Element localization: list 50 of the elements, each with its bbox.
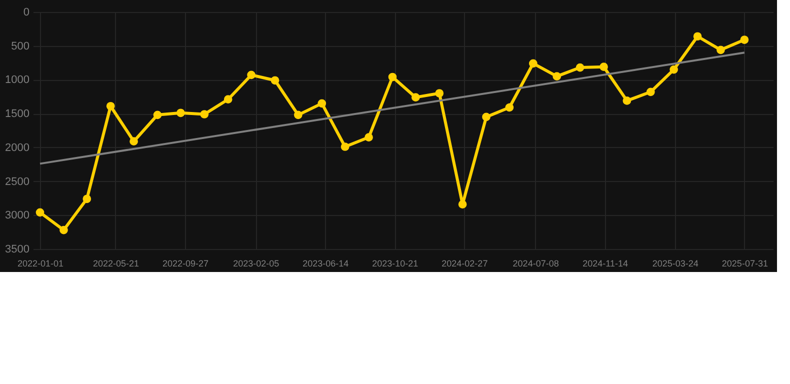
point	[106, 102, 115, 110]
x-tick-label: 2022-01-01	[17, 258, 64, 268]
point	[270, 76, 280, 85]
point	[622, 96, 632, 105]
point	[482, 112, 490, 122]
point	[60, 226, 68, 234]
point	[505, 103, 514, 112]
point	[600, 62, 608, 72]
x-tick-label: 2025-07-31	[722, 258, 768, 268]
x-tick-label: 2023-02-05	[233, 258, 280, 268]
point	[247, 70, 256, 80]
point	[294, 110, 302, 120]
x-tick-label: 2022-05-21	[92, 258, 139, 268]
point	[552, 72, 562, 81]
point	[176, 108, 185, 118]
x-tick-label: 2024-11-14	[582, 258, 628, 268]
point	[740, 36, 749, 44]
x-tick-label: 2023-06-14	[302, 258, 349, 268]
x-tick-label: 2025-03-24	[652, 258, 698, 268]
point	[388, 72, 397, 82]
y-tick-label: 0	[23, 6, 30, 18]
y-tick-label: 1000	[5, 74, 30, 86]
point	[646, 88, 655, 96]
point	[693, 32, 702, 41]
point	[411, 93, 420, 102]
point	[716, 46, 725, 54]
y-tick-label: 2500	[5, 176, 30, 188]
x-tick-label: 2024-02-27	[442, 258, 488, 268]
y-tick-label: 3000	[5, 210, 30, 222]
point	[36, 208, 44, 217]
point	[576, 63, 584, 72]
point	[364, 133, 373, 142]
point	[153, 110, 162, 120]
y-tick-label: 1500	[5, 108, 30, 120]
point	[458, 200, 467, 208]
point	[200, 110, 209, 118]
point	[82, 194, 92, 204]
y-tick-label: 3500	[5, 244, 30, 256]
y-tick-label: 2000	[5, 142, 30, 154]
point	[670, 65, 678, 74]
x-tick-label: 2023-10-21	[372, 258, 418, 268]
point	[318, 99, 326, 108]
x-tick-label: 2024-07-08	[512, 258, 559, 268]
point	[224, 95, 232, 104]
point	[528, 59, 538, 68]
y-tick-label: 500	[11, 40, 30, 52]
point	[340, 142, 350, 151]
x-tick-label: 2022-09-27	[162, 258, 209, 268]
point	[130, 137, 138, 146]
point	[435, 89, 444, 98]
